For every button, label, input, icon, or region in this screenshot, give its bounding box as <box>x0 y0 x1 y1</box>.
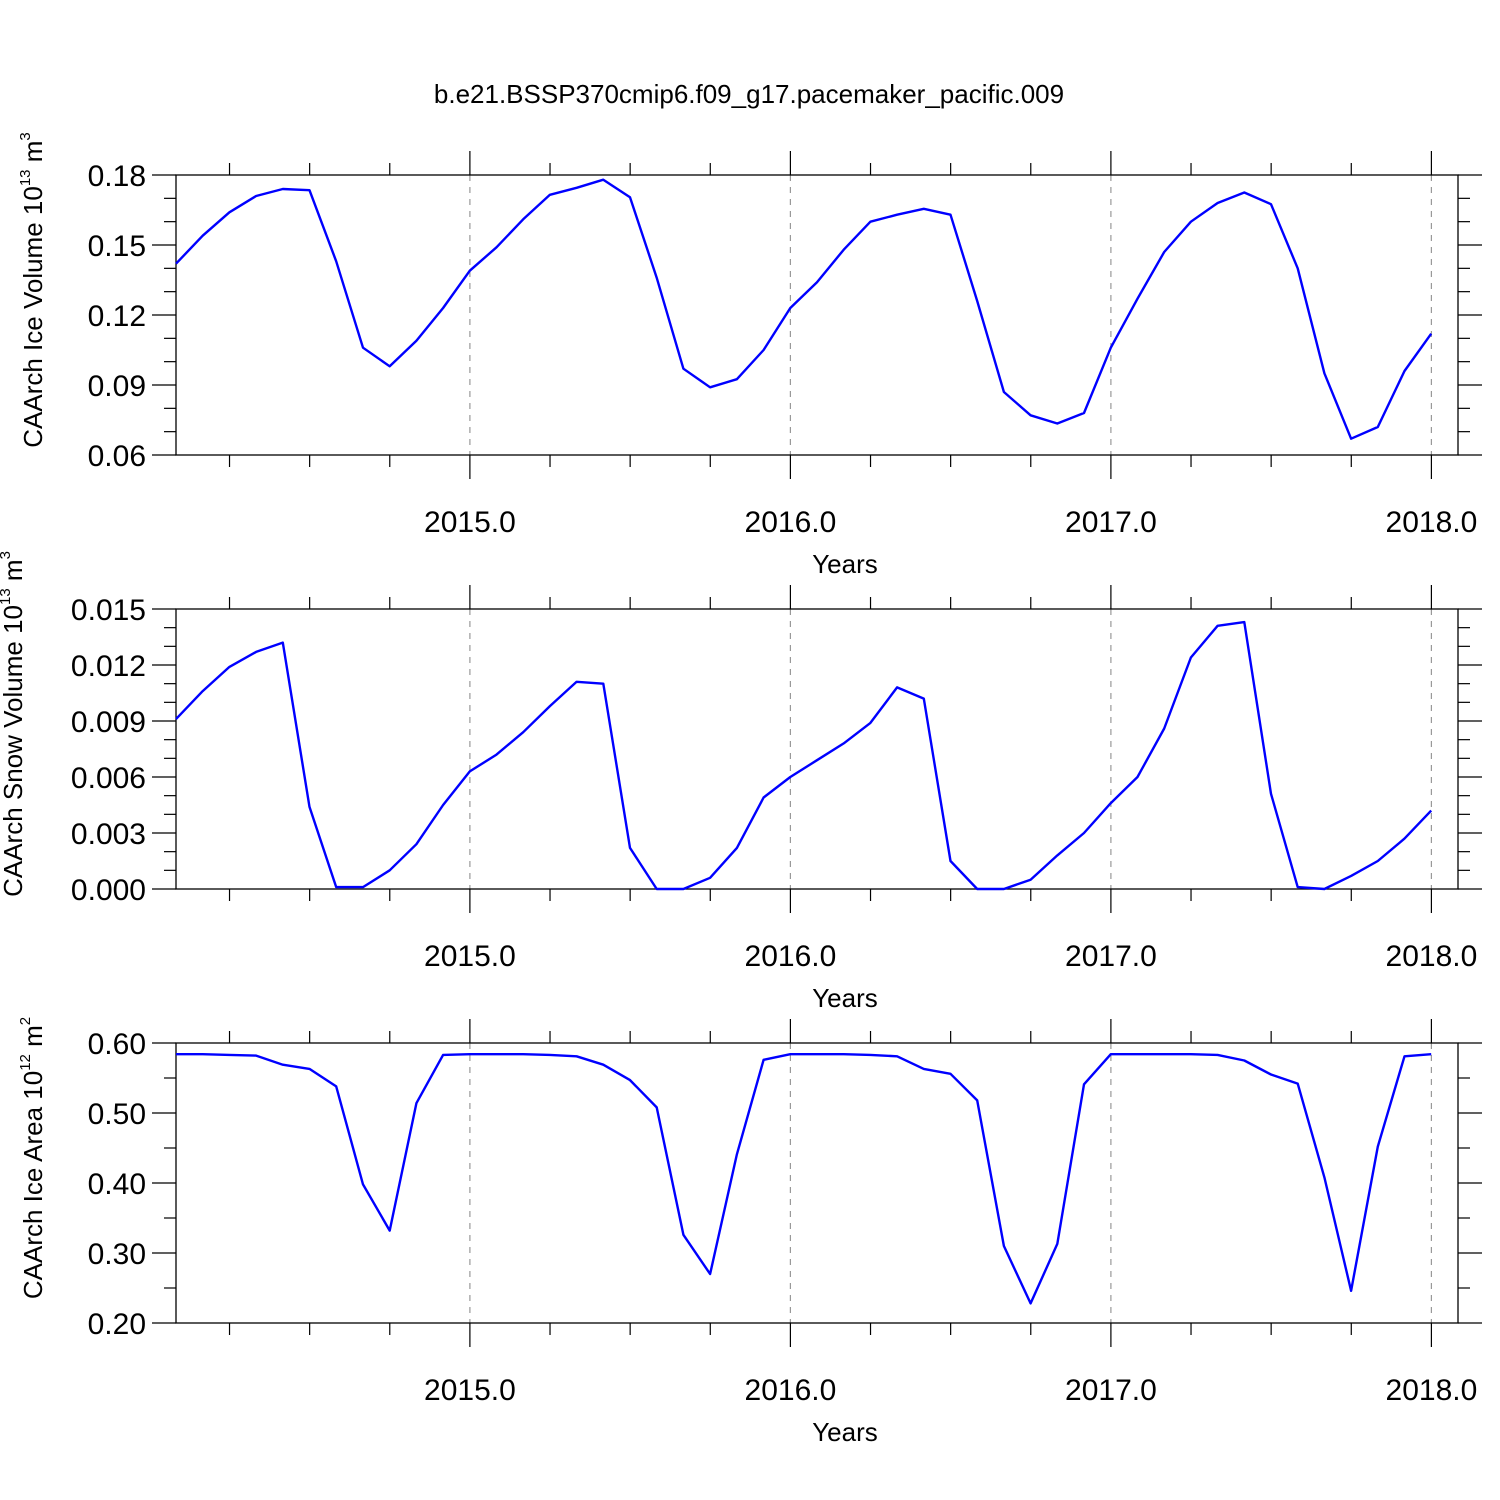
y-tick-label: 0.12 <box>88 300 146 333</box>
y-tick-label: 0.003 <box>71 818 146 851</box>
x-tick-label: 2016.0 <box>745 1374 837 1407</box>
x-tick-label: 2015.0 <box>424 940 516 973</box>
y-axis-label: CAArch Snow Volume 1013 m3 <box>0 551 28 897</box>
y-axis-label: CAArch Ice Area 1012 m2 <box>17 1017 48 1299</box>
panel-2: 0.000 0.003 0.006 0.009 0.012 0.015 2015.0 2016… <box>0 551 1482 1013</box>
x-tick-label: 2018.0 <box>1386 940 1478 973</box>
y-tick-label: 0.000 <box>71 874 146 907</box>
x-axis-label: Years <box>812 1417 878 1447</box>
x-tick-label: 2016.0 <box>745 506 837 539</box>
y-tick-label: 0.06 <box>88 440 146 473</box>
plot-frame <box>175 608 1459 890</box>
y-tick-label: 0.006 <box>71 762 146 795</box>
y-tick-label: 0.15 <box>88 230 146 263</box>
x-tick-label: 2015.0 <box>424 1374 516 1407</box>
x-tick-label: 2015.0 <box>424 506 516 539</box>
x-tick-label: 2018.0 <box>1386 506 1478 539</box>
x-tick-label: 2017.0 <box>1065 506 1157 539</box>
series-line <box>175 178 1433 440</box>
x-tick-label: 2017.0 <box>1065 940 1157 973</box>
y-tick-label: 0.009 <box>71 706 146 739</box>
panel-3: 0.20 0.30 0.40 0.50 0.60 2015.0 2016.0 2017.0 20… <box>17 1017 1482 1447</box>
y-tick-label: 0.60 <box>88 1028 146 1061</box>
series-line <box>176 1052 1432 1305</box>
x-axis-label: Years <box>812 983 878 1013</box>
x-axis-label: Years <box>812 549 878 579</box>
y-tick-label: 0.50 <box>88 1098 146 1131</box>
x-tick-label: 2017.0 <box>1065 1374 1157 1407</box>
y-tick-label: 0.20 <box>88 1308 146 1341</box>
y-tick-label: 0.30 <box>88 1238 146 1271</box>
y-tick-label: 0.012 <box>71 650 146 683</box>
series-line <box>175 620 1433 891</box>
x-tick-label: 2018.0 <box>1386 1374 1478 1407</box>
chart-title: b.e21.BSSP370cmip6.f09_g17.pacemaker_pac… <box>434 79 1064 109</box>
panel-1: 0.06 0.09 0.12 0.15 0.18 2015.0 2016.0 2017.0 20… <box>17 132 1482 579</box>
y-tick-label: 0.09 <box>88 370 146 403</box>
x-tick-label: 2016.0 <box>745 940 837 973</box>
y-tick-label: 0.40 <box>88 1168 146 1201</box>
y-axis-label: CAArch Ice Volume 1013 m3 <box>17 132 48 448</box>
y-tick-label: 0.18 <box>88 160 146 193</box>
y-tick-label: 0.015 <box>71 594 146 627</box>
